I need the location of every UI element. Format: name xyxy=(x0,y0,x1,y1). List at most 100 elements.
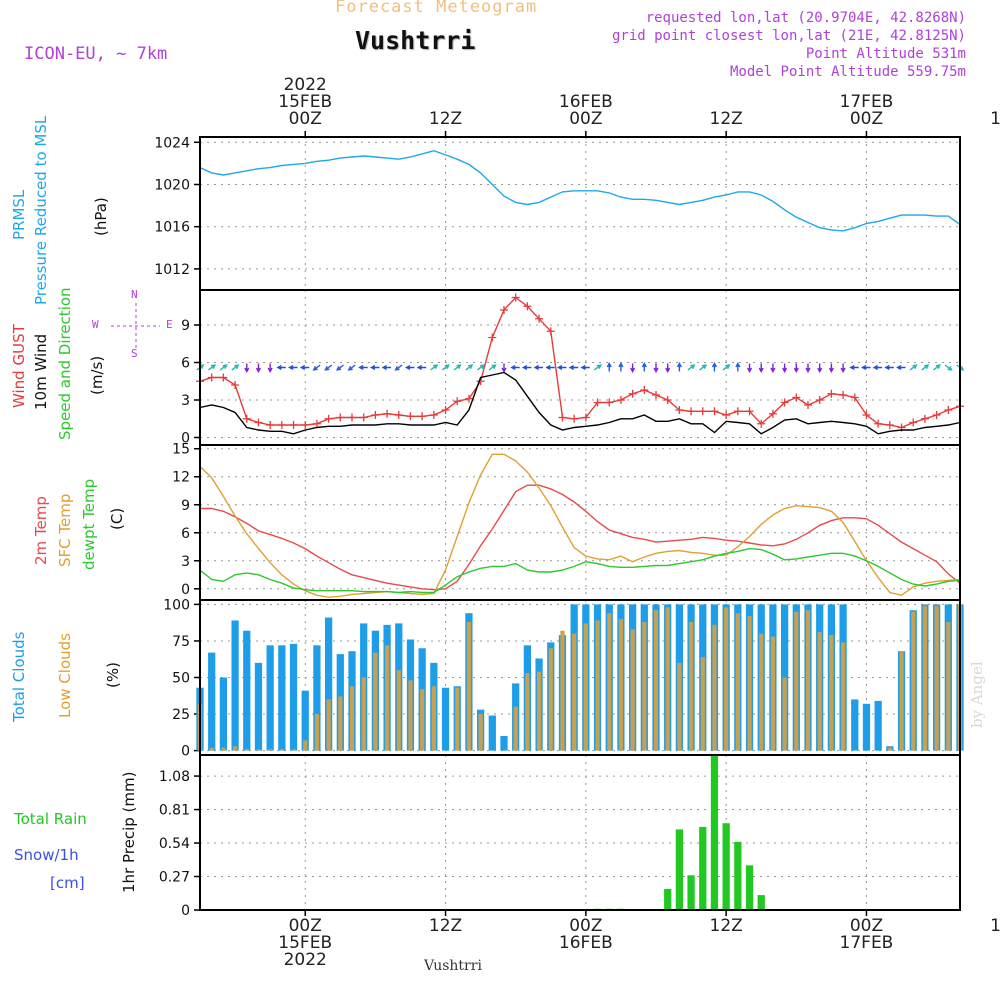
wind-arrow xyxy=(231,364,240,371)
gust-marker xyxy=(780,398,789,407)
wind-arrow xyxy=(687,364,696,371)
bar-low-clouds xyxy=(724,607,729,751)
gust-marker xyxy=(546,327,555,336)
wind-unit: (m/s) xyxy=(88,355,106,395)
bar-total-rain xyxy=(710,755,719,910)
bar-low-clouds xyxy=(794,611,799,751)
bar-low-clouds xyxy=(829,635,834,751)
wind-arrow xyxy=(676,362,682,372)
point-altitude: Point Altitude 531m xyxy=(805,46,966,62)
wind-arrow xyxy=(817,363,823,373)
gust-marker xyxy=(698,407,707,416)
y-tick-label: 3 xyxy=(181,393,190,409)
y-tick-label: 0.54 xyxy=(159,836,190,852)
gust-marker xyxy=(429,411,438,419)
y-tick-label: 100 xyxy=(163,597,190,613)
panel-4 xyxy=(194,754,961,911)
gust-marker xyxy=(324,414,333,423)
gust-marker xyxy=(757,419,766,428)
time-label: 12Z xyxy=(709,109,743,129)
gust-marker xyxy=(359,413,368,422)
bar-total-rain xyxy=(664,888,672,910)
bar-total-clouds xyxy=(874,700,882,751)
bar-low-clouds xyxy=(595,620,600,751)
gust-marker xyxy=(640,386,649,394)
wind-arrow xyxy=(299,364,310,371)
y-tick-label: 12 xyxy=(172,470,190,486)
grid-point-coords: grid point closest lon,lat (21E, 42.8125… xyxy=(611,28,966,44)
bar-low-clouds xyxy=(420,689,425,751)
series-line-2m-temp xyxy=(200,484,961,591)
wind-arrow xyxy=(849,364,859,371)
time-label: 15FEB xyxy=(278,933,333,953)
wind-arrow xyxy=(909,364,918,371)
requested-coords: requested lon,lat (20.9704E, 42.8268N) xyxy=(645,10,966,26)
wind-arrow xyxy=(441,364,450,371)
gust-marker xyxy=(710,407,719,416)
panel-frame xyxy=(199,289,961,446)
bar-low-clouds xyxy=(688,621,694,751)
watermark: by Angel xyxy=(968,661,986,728)
y-tick-label: 50 xyxy=(172,671,190,687)
bar-low-clouds xyxy=(560,630,565,751)
series-line-prmsl xyxy=(199,149,961,232)
gust-marker xyxy=(616,396,625,404)
y-tick-label: 3 xyxy=(181,554,190,570)
bar-total-clouds xyxy=(488,715,496,751)
wind-arrow xyxy=(840,363,846,373)
bar-low-clouds xyxy=(618,619,624,751)
bar-total-clouds xyxy=(851,699,859,751)
bar-total-clouds xyxy=(289,643,298,751)
location-title: Vushtrri xyxy=(355,26,476,55)
gust-marker xyxy=(815,396,824,404)
time-label: 00Z xyxy=(849,916,884,936)
pressure-unit: (hPa) xyxy=(92,197,110,236)
bar-low-clouds xyxy=(513,706,518,751)
wind-arrow xyxy=(630,363,636,373)
bar-low-clouds xyxy=(384,645,390,751)
series-line-10m-wind xyxy=(199,371,961,435)
gust-marker xyxy=(804,401,812,409)
gust-marker xyxy=(535,314,544,323)
temp2m-label: 2m Temp xyxy=(32,496,50,565)
panel-frame xyxy=(199,754,961,911)
bar-total-rain xyxy=(745,865,754,910)
time-label: 12Z xyxy=(990,916,1000,936)
wind-arrow xyxy=(711,362,717,372)
rain-label: Total Rain xyxy=(14,810,87,828)
bar-low-clouds xyxy=(431,686,436,751)
gust-marker xyxy=(500,306,508,314)
wind-arrow xyxy=(884,364,894,371)
gust-marker xyxy=(932,411,941,419)
y-tick-label: 6 xyxy=(181,356,190,372)
time-label: 00Z xyxy=(569,109,603,129)
gust-marker xyxy=(792,393,801,402)
bar-total-clouds xyxy=(324,617,333,751)
model-label: ICON-EU, ~ 7km xyxy=(24,44,168,64)
gust-marker xyxy=(909,418,918,427)
gust-marker xyxy=(570,414,579,423)
gust-marker xyxy=(301,421,310,429)
bar-low-clouds xyxy=(455,687,460,751)
bar-low-clouds xyxy=(934,605,939,751)
bar-low-clouds xyxy=(911,611,916,751)
wind-arrow xyxy=(453,364,462,371)
total-cloud-label: Total Clouds xyxy=(10,631,28,722)
bar-low-clouds xyxy=(536,671,542,751)
y-tick-label: 0 xyxy=(181,903,190,919)
time-label: 2022 xyxy=(283,950,327,970)
series-line-dewpt-temp xyxy=(199,547,961,594)
wind-arrow xyxy=(501,363,507,373)
gust-marker xyxy=(266,421,275,429)
wind-arrow xyxy=(758,363,764,373)
wind-arrow xyxy=(568,364,579,371)
sfc-temp-label: SFC Temp xyxy=(56,493,74,567)
gust-marker xyxy=(920,414,929,423)
wind-arrow xyxy=(347,364,356,371)
wind-arrow xyxy=(699,364,708,371)
bar-low-clouds xyxy=(572,633,577,751)
gust-marker xyxy=(652,391,660,399)
gust-marker xyxy=(219,373,228,382)
series-line-sfc-temp xyxy=(199,453,961,598)
compass-s: S xyxy=(131,347,138,360)
